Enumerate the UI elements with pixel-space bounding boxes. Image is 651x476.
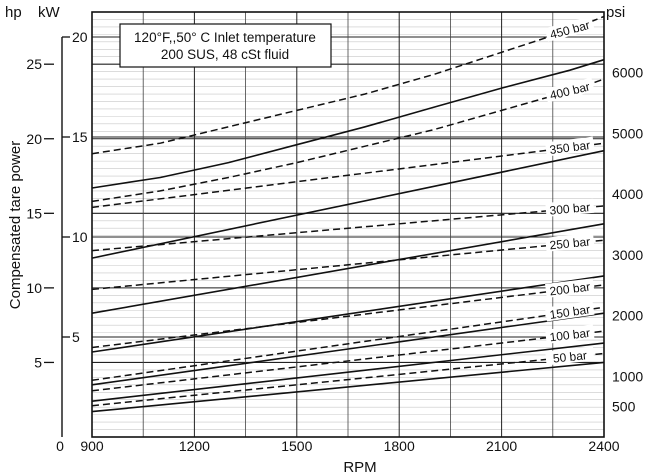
annotation-line-2: 200 SUS, 48 cSt fluid <box>161 47 289 62</box>
psi-tick-group: 500 1000 2000 3000 4000 5000 6000 <box>612 65 643 415</box>
kw-tick-group: 0 5 10 15 20 <box>56 29 88 454</box>
x-tick-label: 1800 <box>384 438 415 454</box>
series-dashed-line <box>91 239 605 291</box>
x-tick-label: 1200 <box>179 438 210 454</box>
dashed-series-group <box>91 15 605 407</box>
series-dashed-line <box>91 284 605 349</box>
series-dashed-line <box>91 352 605 407</box>
series-label-group: 450 bar 400 bar 350 bar 300 bar 250 bar 200 b… <box>544 15 595 366</box>
series-label-bg <box>545 233 595 252</box>
series-solid-line <box>91 58 605 189</box>
series-label: 50 bar <box>552 348 587 365</box>
hp-tick-label: 15 <box>26 205 42 221</box>
series-dashed-line <box>91 205 605 252</box>
hp-tick-label: 10 <box>26 280 42 296</box>
series-solid-line <box>91 312 605 386</box>
x-tick-label: 1500 <box>281 438 312 454</box>
series-solid-line <box>91 275 605 353</box>
psi-tick-label: 5000 <box>612 125 643 141</box>
series-label-bg <box>544 300 595 322</box>
series-solid-line <box>91 223 605 314</box>
x-tick-label: 2100 <box>486 438 517 454</box>
psi-tick-label: 3000 <box>612 247 643 263</box>
series-solid-line <box>91 149 605 259</box>
series-label: 350 bar <box>549 138 591 157</box>
kw-tick-label: 10 <box>72 229 88 245</box>
series-dashed-line <box>91 306 605 382</box>
series-dashed-line <box>91 330 605 392</box>
series-label: 150 bar <box>549 302 591 322</box>
series-label-bg <box>545 324 595 344</box>
x-tick-group: 900 1200 1500 1800 2100 2400 <box>80 438 619 454</box>
hp-unit-label: hp <box>5 4 22 21</box>
series-dashed-line <box>91 142 605 209</box>
kw-tick-label: 0 <box>56 438 64 454</box>
hp-tick-label: 25 <box>26 56 42 72</box>
x-axis-title: RPM <box>343 459 376 476</box>
x-tick-label: 2400 <box>588 438 619 454</box>
psi-tick-label: 4000 <box>612 186 643 202</box>
series-solid-line <box>91 342 605 402</box>
series-label: 100 bar <box>549 326 591 345</box>
series-label: 300 bar <box>549 200 591 217</box>
series-label-bg <box>545 278 595 298</box>
plot-grid <box>91 12 605 437</box>
series-label-bg <box>544 77 595 103</box>
plot-frame <box>91 11 605 438</box>
hp-tick-group: 5 10 15 20 25 <box>26 56 54 370</box>
hp-tick-label: 20 <box>26 131 42 147</box>
series-label: 200 bar <box>549 280 591 299</box>
series-dashed-line <box>91 15 605 155</box>
x-tick-label: 900 <box>80 438 104 454</box>
psi-tick-label: 500 <box>612 399 636 415</box>
psi-unit-label: psi <box>606 4 625 21</box>
series-label-bg <box>545 198 595 217</box>
annotation-line-1: 120°F,,50° C Inlet temperature <box>134 30 316 45</box>
kw-unit-label: kW <box>38 4 61 21</box>
kw-tick-label: 15 <box>72 129 88 145</box>
annotation-box <box>119 23 332 68</box>
kw-tick-label: 20 <box>72 29 88 45</box>
series-label: 250 bar <box>549 235 591 253</box>
psi-tick-label: 2000 <box>612 308 643 324</box>
kw-tick-label: 5 <box>72 329 80 345</box>
series-label-bg <box>544 15 595 42</box>
series-label: 450 bar <box>548 18 591 42</box>
series-label-bg <box>545 136 595 157</box>
psi-tick-label: 1000 <box>612 368 643 384</box>
solid-series-group <box>91 58 605 413</box>
psi-tick-label: 6000 <box>612 65 643 81</box>
y-axis-title: Compensated tare power <box>7 141 24 309</box>
series-label: 400 bar <box>548 79 591 102</box>
series-solid-line <box>91 361 605 413</box>
series-label-bg <box>545 346 595 366</box>
hp-tick-label: 5 <box>34 354 42 370</box>
